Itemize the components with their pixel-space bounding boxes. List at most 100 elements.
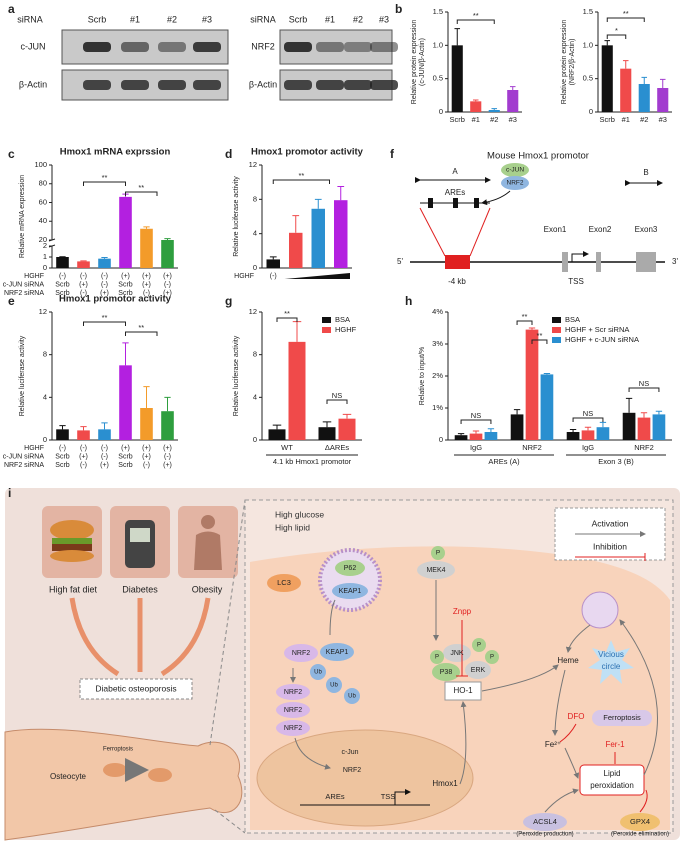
bar [98, 259, 111, 268]
decor-rect [636, 252, 656, 272]
decor-path [194, 532, 222, 571]
lane-label: #2 [167, 14, 177, 24]
bar [269, 429, 286, 440]
error-bar [660, 79, 666, 88]
error-bar [101, 423, 107, 429]
decor-ellipse [257, 730, 473, 826]
diagram-label: B [643, 168, 648, 177]
schematic-label: Activation [592, 518, 629, 528]
error-bar [122, 343, 128, 365]
y-tick-label: 12 [249, 307, 257, 316]
bar [470, 101, 481, 112]
bar [98, 429, 111, 440]
table-cell: (+) [121, 273, 130, 280]
band [158, 42, 186, 52]
schematic-label: Heme [557, 656, 579, 665]
band [284, 80, 312, 90]
y-tick-label: 0.5 [583, 74, 593, 83]
panel-label: a [8, 2, 15, 16]
decor-ellipse [103, 763, 127, 777]
diagram-label: TSS [568, 277, 584, 286]
x-tick-label: #2 [640, 115, 648, 124]
table-row-label: HGHF [24, 445, 44, 452]
y-tick-label: 4 [253, 392, 257, 401]
significance: ** [102, 173, 108, 182]
y-tick-label: 0.5 [433, 74, 443, 83]
table-row-label: NRF2 siRNA [4, 462, 44, 469]
significance: * [615, 26, 618, 35]
bar [334, 200, 348, 268]
error-bar [273, 425, 282, 429]
error-bar [315, 199, 322, 208]
schematic-label: Ub [330, 683, 338, 689]
significance: ** [623, 9, 629, 18]
schematic-label: Fer-1 [605, 740, 625, 749]
bar [455, 435, 468, 440]
schematic-label: AREs [325, 792, 344, 801]
y-axis-label: (c-JUN/β-Actin) [419, 38, 426, 86]
schematic-label: NRF2 [343, 767, 361, 774]
y-tick-label: 40 [39, 216, 47, 225]
y-tick-label: 0 [439, 107, 443, 116]
significance-bracket [84, 182, 126, 186]
error-bar [59, 426, 65, 430]
error-bar [101, 258, 107, 259]
decor-rect [562, 252, 568, 272]
y-axis-label: Relative luciferase activity [19, 335, 26, 416]
schematic-label: c-Jun [341, 749, 358, 756]
bar [339, 419, 356, 440]
schematic-label: Vicious [598, 650, 624, 659]
table-cell: (+) [163, 462, 172, 469]
y-tick-label: 100 [34, 160, 47, 169]
band [83, 42, 111, 52]
bar [140, 408, 153, 440]
blot-header: siRNA [17, 14, 43, 24]
schematic-label: Diabetes [122, 584, 158, 594]
table-cell: (-) [80, 462, 87, 469]
y-tick-label: 12 [39, 307, 47, 316]
error-bar [143, 227, 149, 229]
schematic-label: High lipid [275, 522, 310, 532]
lane-label: #1 [325, 14, 335, 24]
y-tick-label: 0 [253, 435, 257, 444]
band [121, 80, 149, 90]
x-tick-label: #1 [622, 115, 630, 124]
y-tick-label: 1.0 [433, 40, 443, 49]
y-tick-label: 0 [253, 263, 257, 272]
bar [526, 330, 539, 440]
table-cell: (-) [101, 453, 108, 460]
decor-ellipse [148, 768, 172, 782]
significance-bracket [126, 332, 158, 336]
diagram-label: -4 kb [448, 277, 466, 286]
bar [77, 261, 90, 268]
panel-label: h [405, 294, 412, 308]
schematic-label: MEK4 [426, 567, 445, 574]
error-bar [510, 87, 516, 90]
schematic-label: P [490, 655, 494, 661]
significance-bracket [126, 192, 158, 196]
bar [56, 257, 69, 268]
band [316, 80, 344, 90]
y-axis-label: (NRF2/β-Actin) [569, 39, 576, 86]
bar [161, 411, 174, 440]
error-bar [623, 61, 629, 69]
significance: ** [522, 312, 528, 321]
band [344, 80, 372, 90]
table-cell: Scrb [55, 281, 70, 288]
y-axis-label: Relative mRNA expression [19, 175, 26, 258]
table-cell: (-) [101, 281, 108, 288]
y-axis [49, 165, 55, 268]
bar [623, 413, 636, 440]
band [284, 42, 312, 52]
table-cell: (-) [59, 273, 66, 280]
bar [567, 432, 580, 440]
error-bar [529, 328, 535, 330]
table-cell: (-) [101, 445, 108, 452]
error-bar [143, 387, 149, 408]
diagram-label: NRF2 [507, 180, 524, 187]
x-tick-label: #3 [509, 115, 517, 124]
table-cell: (+) [163, 273, 172, 280]
error-bar [343, 414, 352, 418]
error-bar [80, 261, 86, 262]
error-bar [585, 427, 591, 430]
